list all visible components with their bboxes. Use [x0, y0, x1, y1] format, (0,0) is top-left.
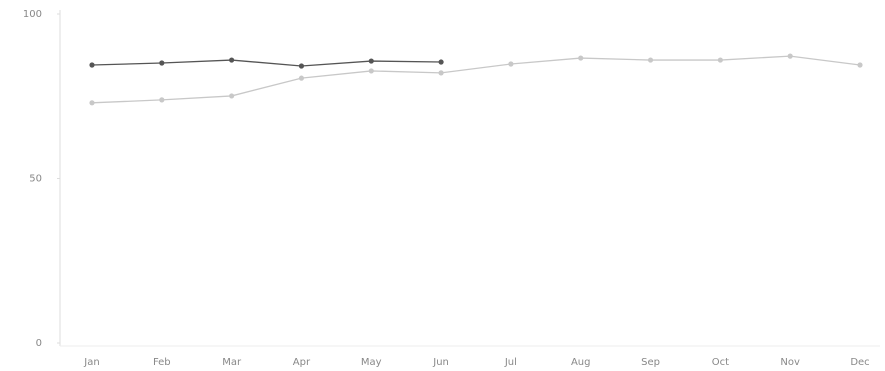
y-tick-label: 100	[23, 9, 42, 20]
point	[438, 59, 444, 65]
x-tick-label: Jul	[504, 357, 517, 368]
point	[787, 53, 793, 59]
point	[508, 61, 514, 67]
point	[89, 62, 95, 68]
point	[438, 70, 444, 76]
x-tick-label: Aug	[571, 357, 591, 368]
x-tick-label: Jun	[432, 357, 449, 368]
point	[159, 60, 165, 66]
series-line	[91, 55, 861, 104]
point	[368, 58, 374, 64]
point	[857, 62, 863, 68]
y-tick-label: 0	[36, 338, 42, 349]
x-tick-label: Dec	[850, 357, 869, 368]
y-tick-label: 50	[29, 174, 42, 185]
point	[578, 55, 584, 61]
point	[647, 57, 654, 63]
x-tick-label: Jan	[83, 357, 99, 368]
point	[298, 63, 305, 69]
point	[89, 100, 95, 106]
x-tick-label: Apr	[293, 357, 311, 368]
point	[159, 97, 165, 103]
x-tick-label: Nov	[780, 357, 800, 368]
point	[717, 57, 723, 63]
point	[298, 75, 305, 81]
x-tick-label: Feb	[153, 357, 171, 368]
point	[229, 57, 235, 63]
series-line	[91, 59, 442, 67]
point	[229, 93, 235, 99]
x-tick-label: Oct	[712, 357, 729, 368]
x-tick-label: Mar	[222, 357, 242, 368]
x-tick-label: May	[361, 357, 382, 368]
x-tick-label: Sep	[641, 357, 660, 368]
point	[368, 68, 374, 74]
